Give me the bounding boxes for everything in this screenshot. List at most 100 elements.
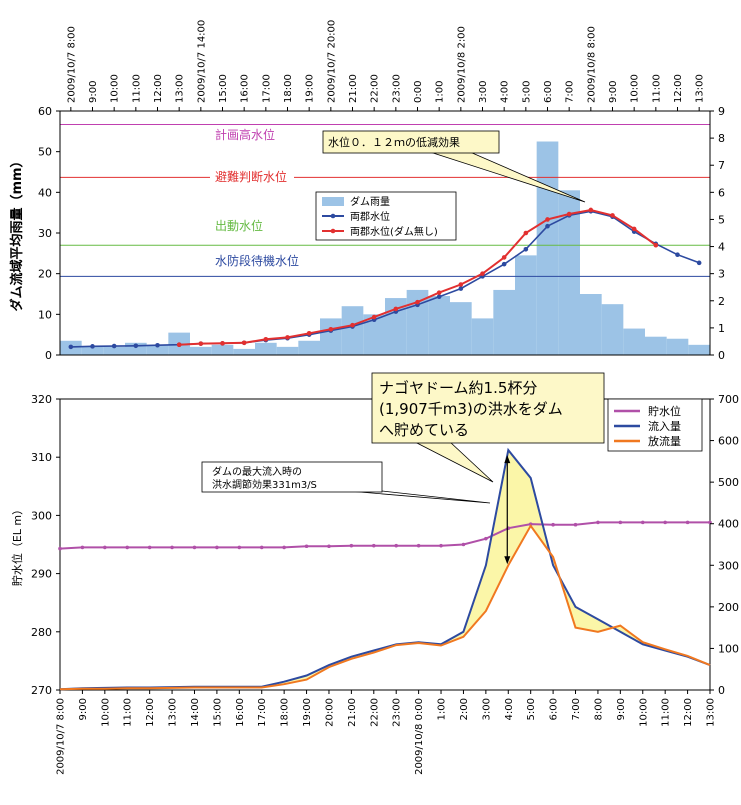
reservoir-level-point (215, 545, 219, 550)
level-label-bg (210, 252, 306, 270)
rain-bar (666, 338, 689, 355)
rain-bar (341, 306, 364, 355)
x-tick-label-bottom: 4:00 (504, 698, 515, 720)
level-point (68, 344, 74, 350)
x-tick-label-top: 13:00 (695, 74, 706, 103)
legend-swatch (330, 228, 336, 234)
level-point (436, 294, 442, 300)
reservoir-level-point (80, 545, 85, 550)
callout-text: (1,907千m3)の洪水をダム (379, 400, 563, 418)
tick-label-right: 1 (718, 322, 725, 335)
x-tick-label-top: 2009/10/8 2:00 (456, 26, 467, 103)
rain-bar (580, 294, 602, 355)
x-tick-label-top: 22:00 (370, 74, 381, 103)
rain-bar (298, 340, 320, 355)
rain-bar (255, 342, 277, 355)
rain-bar (493, 289, 515, 355)
rain-bar (276, 346, 299, 355)
tick-label-left: 30 (38, 227, 52, 240)
level-point (458, 282, 464, 287)
level-point (328, 326, 334, 332)
x-tick-label-bottom: 13:00 (706, 698, 717, 727)
level-point (696, 260, 702, 266)
x-tick-label-bottom: 1:00 (437, 698, 448, 720)
reservoir-level-point (461, 542, 466, 547)
callout-text: ナゴヤドーム約1.5杯分 (379, 379, 537, 397)
level-label: 計画高水位 (215, 127, 275, 142)
x-tick-label-bottom: 2:00 (459, 698, 470, 720)
x-tick-label-top: 2009/10/8 8:00 (586, 26, 597, 103)
x-tick-label-top: 16:00 (240, 74, 251, 103)
level-point (263, 336, 269, 342)
rain-bar (233, 348, 255, 355)
level-point (480, 271, 485, 276)
tick-label-right: 9 (718, 105, 725, 118)
tick-label-right: 0 (718, 349, 725, 362)
rain-bar (211, 344, 234, 355)
reservoir-level-point (327, 544, 331, 549)
x-tick-label-bottom: 15:00 (212, 698, 223, 727)
x-tick-label-bottom: 9:00 (78, 698, 89, 720)
x-tick-label-top: 5:00 (521, 81, 532, 103)
rain-bar (645, 336, 667, 355)
rain-bar (428, 296, 450, 355)
level-point (458, 286, 464, 291)
x-tick-label-bottom: 20:00 (324, 698, 335, 727)
x-tick-label-top: 12:00 (673, 74, 684, 103)
x-tick-label-bottom: 12:00 (145, 698, 156, 727)
tick-label-left: 290 (31, 568, 52, 581)
level-point (90, 344, 95, 349)
rain-bar (471, 318, 494, 355)
x-tick-label-top: 15:00 (218, 74, 229, 103)
y-axis-label-bottom: 貯水位（EL m） (10, 504, 24, 586)
level-point (155, 342, 160, 348)
x-tick-label-top: 12:00 (153, 74, 164, 103)
level-label-bg (210, 126, 282, 144)
x-tick-label-top: 9:00 (88, 81, 99, 103)
tick-label-right: 2 (718, 295, 725, 308)
x-tick-label-bottom: 7:00 (571, 698, 582, 720)
level-point (306, 331, 312, 336)
tick-label-left: 310 (31, 451, 52, 464)
level-point (176, 342, 182, 347)
x-tick-label-top: 21:00 (348, 74, 359, 103)
level-point (371, 314, 377, 320)
reservoir-level-point (663, 520, 667, 525)
level-point (111, 343, 117, 349)
x-tick-label-top: 7:00 (565, 81, 576, 103)
tick-label-left: 0 (45, 349, 52, 362)
callout-box (371, 372, 605, 444)
rain-bar (536, 141, 559, 355)
reservoir-level-point (282, 545, 286, 550)
level-point (220, 341, 225, 346)
level-label-bg (210, 217, 270, 235)
x-tick-label-top: 2009/10/7 8:00 (66, 26, 77, 103)
reservoir-level-point (304, 544, 309, 549)
x-tick-label-bottom: 9:00 (616, 698, 627, 720)
x-tick-label-top: 2009/10/7 14:00 (196, 20, 207, 103)
peak-arrow-head (504, 455, 511, 464)
legend-swatch (322, 197, 344, 206)
inflow-line (59, 447, 711, 691)
callout-pointer (347, 490, 491, 504)
x-tick-label-top: 13:00 (175, 74, 186, 103)
x-tick-label-bottom: 6:00 (549, 698, 560, 720)
tick-label-right: 7 (718, 159, 725, 172)
reservoir-level-point (103, 545, 107, 550)
peak-arrow-head (504, 556, 511, 565)
tick-label-right: 8 (718, 132, 725, 145)
rain-bar (385, 298, 407, 355)
callout-text: へ貯めている (379, 421, 469, 439)
x-tick-label-top: 0:00 (413, 81, 424, 103)
level-point (285, 335, 290, 340)
x-tick-label-bottom: 22:00 (369, 698, 380, 727)
reservoir-level-point (259, 545, 264, 550)
level-label: 水防段待機水位 (215, 253, 299, 268)
x-tick-label-bottom: 5:00 (526, 698, 537, 720)
level-point (350, 322, 355, 328)
level-point (415, 299, 420, 305)
level-point (523, 246, 529, 252)
reservoir-level-point (685, 520, 690, 525)
tick-label-right: 4 (718, 241, 725, 254)
